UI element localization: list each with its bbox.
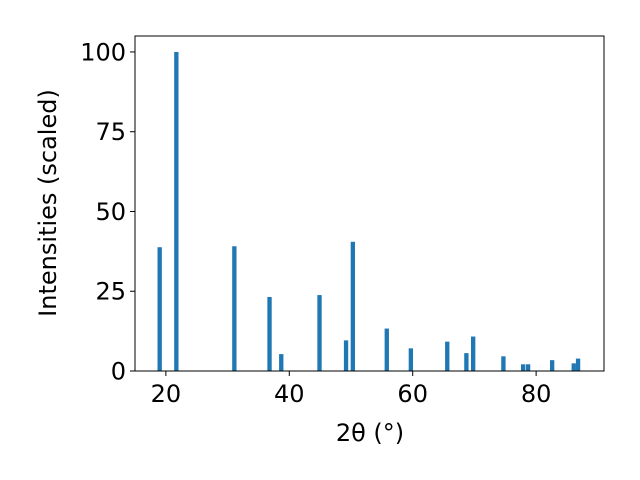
bar-group <box>157 51 581 371</box>
bar <box>350 241 355 371</box>
bar <box>384 328 389 371</box>
bar <box>525 364 531 371</box>
x-tick-label: 20 <box>151 380 182 408</box>
bar <box>343 340 349 371</box>
bar <box>157 247 162 371</box>
x-tick-label: 80 <box>521 380 552 408</box>
x-axis-ticks: 20 40 60 80 <box>151 371 552 408</box>
bar <box>501 356 506 371</box>
bar <box>471 336 476 371</box>
bar <box>550 360 555 371</box>
bar <box>267 296 272 371</box>
bar <box>464 353 469 371</box>
bar <box>174 51 179 371</box>
bar <box>571 363 576 371</box>
y-tick-label: 75 <box>95 118 126 146</box>
bar <box>521 364 526 371</box>
y-tick-label: 25 <box>95 278 126 306</box>
x-axis-label: 2θ (°) <box>336 419 404 447</box>
y-axis-label: Intensities (scaled) <box>34 89 62 317</box>
y-axis-ticks: 0 25 50 75 100 <box>80 38 135 386</box>
plot-frame <box>134 35 605 372</box>
y-tick-label: 50 <box>95 198 126 226</box>
y-tick-label: 100 <box>80 38 126 66</box>
bar <box>408 348 414 371</box>
bar <box>445 341 450 371</box>
bar <box>232 246 237 371</box>
y-tick-label: 0 <box>111 358 126 386</box>
x-tick-label: 60 <box>397 380 428 408</box>
bar <box>317 295 322 371</box>
x-tick-label: 40 <box>274 380 305 408</box>
bar <box>575 358 581 371</box>
bar <box>279 354 284 371</box>
